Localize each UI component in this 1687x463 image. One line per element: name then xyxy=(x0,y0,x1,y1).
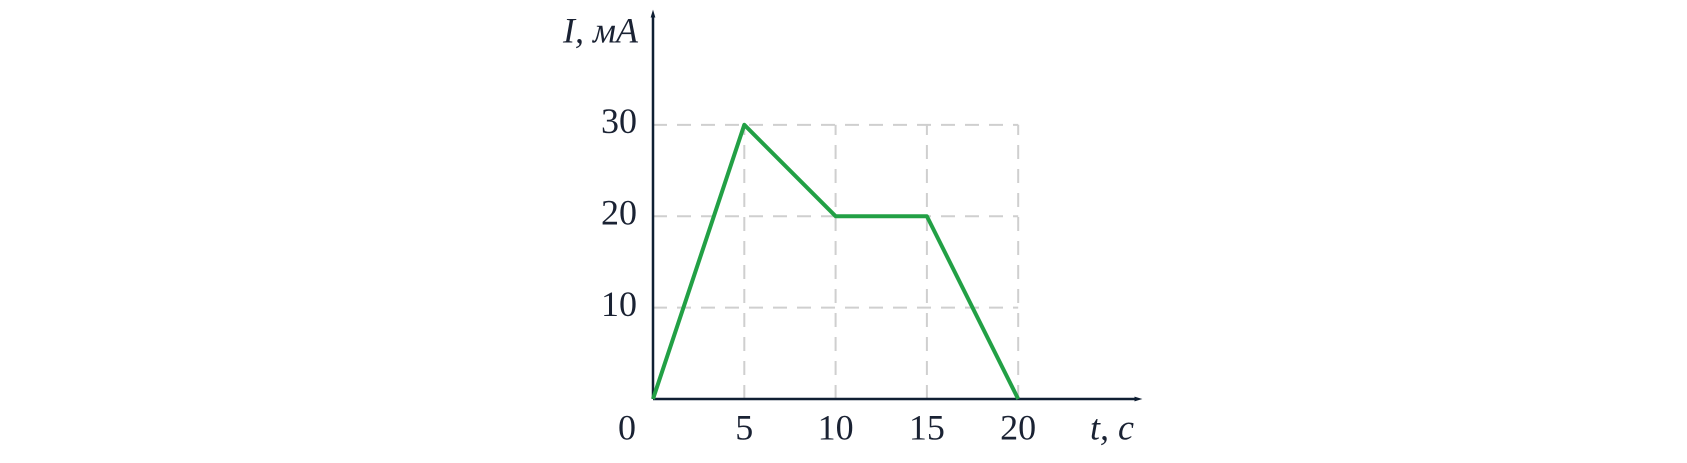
y-axis-label: I, мА xyxy=(562,10,639,50)
x-tick-label: 5 xyxy=(735,407,753,447)
x-tick-label: 10 xyxy=(818,407,854,447)
y-tick-label: 20 xyxy=(601,192,637,232)
data-line xyxy=(651,122,1020,400)
y-tick-label: 30 xyxy=(601,101,637,141)
x-tick-label: 15 xyxy=(909,407,945,447)
y-tick-label: 10 xyxy=(601,284,637,324)
x-axis-label: t, с xyxy=(1090,407,1134,447)
x-tick-label: 20 xyxy=(1000,407,1036,447)
x-tick-label: 0 xyxy=(618,407,636,447)
